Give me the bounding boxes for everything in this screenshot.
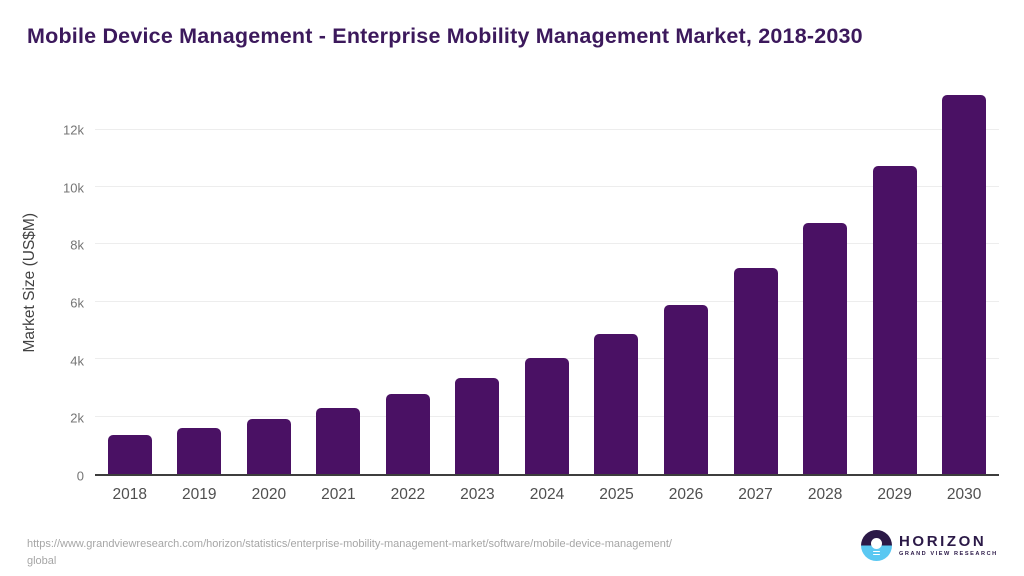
bar-2028 [803, 223, 848, 474]
bar-slot-2020 [234, 90, 304, 474]
bar-slot-2023 [443, 90, 513, 474]
y-tick-label-12k: 12k [63, 122, 84, 138]
y-tick-label-0: 0 [76, 468, 84, 484]
gridline-10k [95, 186, 999, 188]
source-url-line2: global [27, 555, 57, 568]
bar-2022 [385, 394, 430, 474]
y-axis-title-wrap: Market Size (US$M) [20, 90, 40, 476]
x-tick-label-2030: 2030 [946, 486, 982, 503]
x-tick-label-2019: 2019 [182, 486, 217, 503]
logo-sub-brand: GRAND VIEW RESEARCH [899, 551, 998, 558]
y-axis-title: Market Size (US$M) [21, 213, 38, 353]
x-tick-label-2022: 2022 [390, 486, 426, 503]
gridline-12k [95, 128, 999, 130]
y-tick-label-6k: 6k [70, 295, 84, 311]
x-tick-label-2021: 2021 [321, 486, 356, 503]
bar-slot-2027 [721, 90, 791, 474]
lightbulb-icon [871, 538, 882, 549]
bars-container [95, 90, 999, 474]
bar-2024 [524, 358, 569, 474]
x-tick-label-2027: 2027 [738, 486, 773, 503]
x-tick-label-2025: 2025 [599, 486, 634, 503]
bar-slot-2022 [373, 90, 443, 474]
horizon-logo-text: HORIZON GRAND VIEW RESEARCH [899, 532, 998, 558]
horizon-logo: HORIZON GRAND VIEW RESEARCH [861, 530, 998, 561]
logo-brand-name: HORIZON [899, 532, 987, 550]
bar-slot-2026 [651, 90, 721, 474]
bar-slot-2024 [512, 90, 582, 474]
chart-title: Mobile Device Management - Enterprise Mo… [27, 24, 863, 48]
x-tick-label-2023: 2023 [460, 486, 495, 503]
bar-2019 [177, 427, 222, 474]
bar-slot-2021 [304, 90, 374, 474]
horizon-logo-icon [861, 530, 892, 561]
bar-2027 [733, 267, 778, 474]
x-tick-label-2024: 2024 [529, 486, 565, 503]
y-tick-label-8k: 8k [70, 237, 84, 253]
source-url: https://www.grandviewresearch.com/horizo… [27, 536, 672, 570]
x-tick-label-2020: 2020 [251, 486, 287, 503]
bar-2023 [455, 378, 500, 474]
plot-area [95, 90, 999, 476]
bar-slot-2019 [165, 90, 235, 474]
bar-slot-2030 [929, 90, 999, 474]
y-tick-label-2k: 2k [70, 410, 84, 426]
x-tick-label-2028: 2028 [807, 486, 843, 503]
gridline-6k [95, 300, 999, 302]
bar-slot-2025 [582, 90, 652, 474]
y-tick-label-4k: 4k [70, 353, 84, 369]
x-tick-label-2026: 2026 [668, 486, 704, 503]
x-tick-label-2029: 2029 [877, 486, 912, 503]
bar-slot-2028 [790, 90, 860, 474]
x-axis-tick-labels: 2018 2019 2020 2021 2022 2023 2024 2025 2026 2027… [95, 486, 999, 504]
bar-2025 [594, 333, 639, 474]
bar-2030 [942, 95, 987, 474]
bar-2029 [872, 166, 917, 474]
bar-2021 [316, 408, 361, 474]
x-tick-label-2018: 2018 [112, 486, 147, 503]
y-tick-label-10k: 10k [63, 180, 84, 196]
bar-2020 [246, 418, 291, 474]
bar-2018 [107, 435, 152, 474]
bar-2026 [664, 304, 709, 474]
bar-slot-2029 [860, 90, 930, 474]
source-url-line1: https://www.grandviewresearch.com/horizo… [27, 538, 672, 550]
y-axis-tick-labels: 0 2k 4k 6k 8k 10k 12k [38, 90, 84, 483]
gridline-8k [95, 243, 999, 245]
bar-slot-2018 [95, 90, 165, 474]
